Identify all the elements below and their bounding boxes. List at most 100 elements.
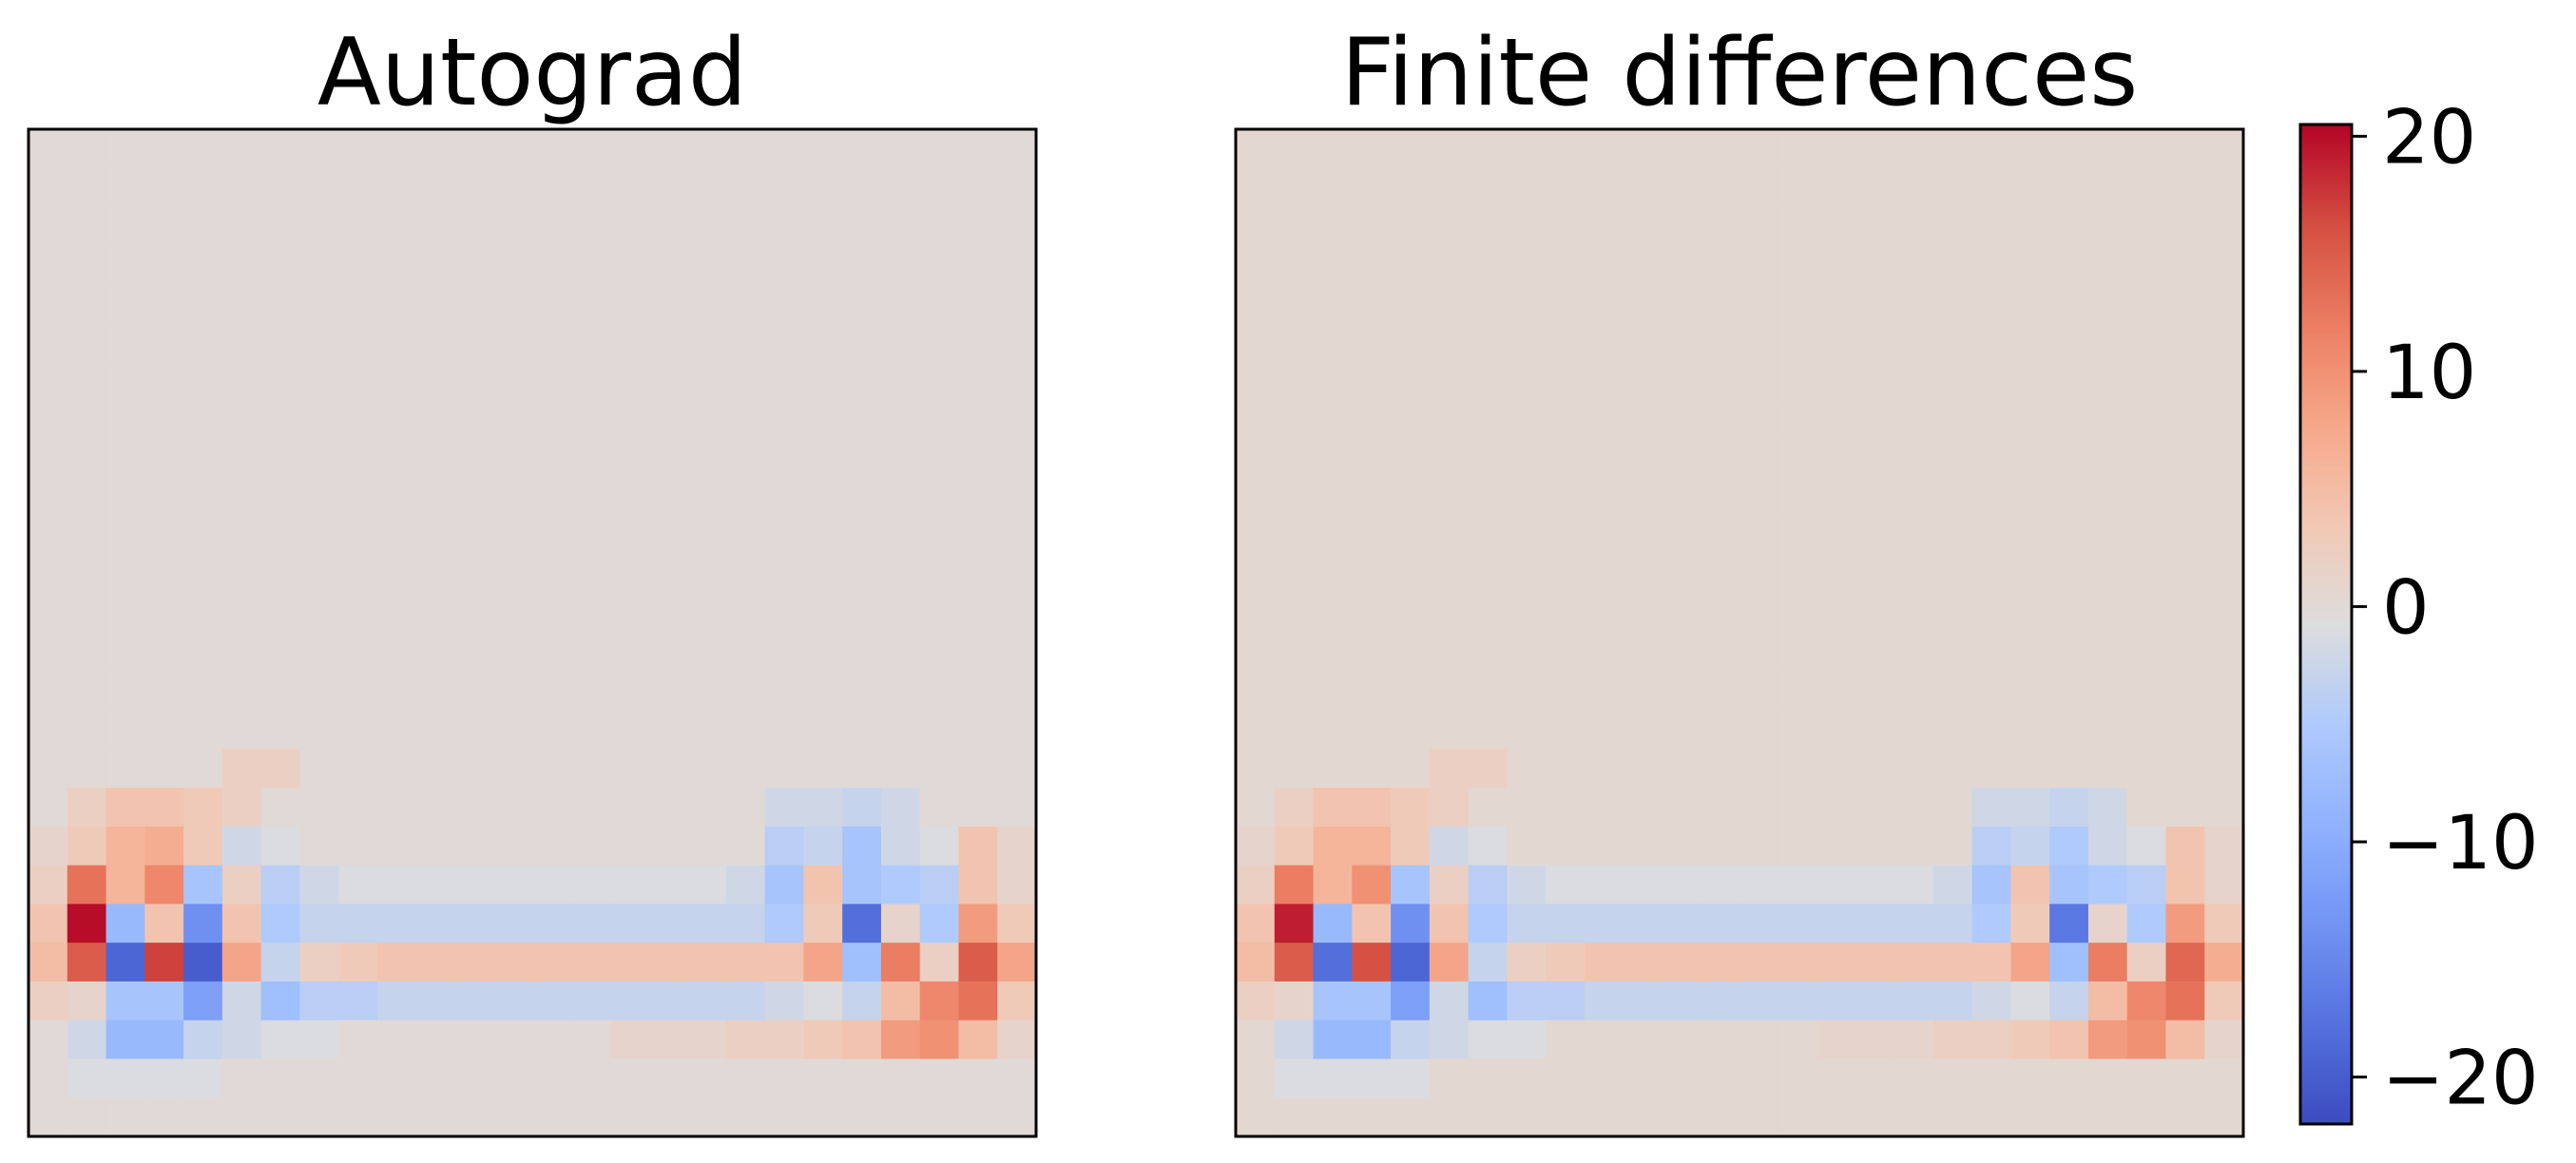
heatmap-cell	[1274, 206, 1315, 246]
heatmap-cell	[842, 826, 882, 867]
heatmap-cell	[1352, 943, 1392, 982]
heatmap-cell	[880, 633, 921, 673]
heatmap-cell	[725, 322, 766, 363]
heatmap-cell	[376, 633, 417, 673]
heatmap-cell	[532, 981, 572, 1021]
heatmap-cell	[2204, 826, 2244, 867]
heatmap-cell	[1584, 594, 1624, 634]
heatmap-cell	[299, 865, 339, 905]
heatmap-cell	[1778, 981, 1818, 1021]
heatmap-cell	[338, 826, 378, 867]
heatmap-cell	[454, 671, 494, 712]
heatmap-cell	[609, 981, 649, 1021]
heatmap-cell	[1623, 826, 1663, 867]
heatmap-cell	[1623, 671, 1663, 712]
heatmap-cell	[183, 749, 223, 789]
heatmap-cell	[1313, 1058, 1353, 1098]
heatmap-cell	[570, 981, 611, 1021]
heatmap-cell	[2087, 943, 2128, 982]
heatmap-cell	[299, 284, 339, 324]
heatmap-cell	[725, 516, 766, 557]
heatmap-cell	[454, 904, 494, 944]
heatmap-cell	[803, 1097, 843, 1137]
heatmap-cell	[260, 826, 300, 867]
heatmap-cell	[1391, 167, 1431, 208]
heatmap-cell	[2049, 555, 2089, 595]
heatmap-cell	[144, 1020, 184, 1060]
heatmap-cell	[1932, 826, 1973, 867]
heatmap-cell	[997, 633, 1037, 673]
heatmap-cell	[1701, 904, 1740, 944]
heatmap-cell	[67, 167, 107, 208]
heatmap-cell	[454, 865, 494, 905]
heatmap-cell	[493, 710, 533, 750]
heatmap-cell	[1623, 284, 1663, 324]
heatmap-cell	[1740, 1097, 1779, 1137]
heatmap-cell	[376, 555, 417, 595]
heatmap-cell	[1429, 633, 1470, 673]
heatmap-cell	[144, 671, 184, 712]
heatmap-cell	[1740, 361, 1779, 401]
heatmap-cell	[1701, 555, 1740, 595]
heatmap-cell	[1778, 865, 1818, 905]
heatmap-cell	[958, 633, 998, 673]
heatmap-cell	[2165, 1058, 2205, 1098]
heatmap-cell	[1623, 477, 1663, 518]
heatmap-cell	[880, 322, 921, 363]
heatmap-cell	[1932, 167, 1973, 208]
heatmap-cell	[1546, 788, 1586, 828]
heatmap-cell	[454, 555, 494, 595]
heatmap-cell	[144, 826, 184, 867]
heatmap-cell	[570, 439, 611, 479]
heatmap-cell	[67, 1058, 107, 1098]
heatmap-cell	[1971, 981, 2011, 1021]
heatmap-cell	[376, 749, 417, 789]
heatmap-cell	[1701, 400, 1740, 440]
heatmap-cell	[183, 710, 223, 750]
heatmap-cell	[1507, 943, 1547, 982]
heatmap-cell	[1313, 710, 1353, 750]
heatmap-cell	[415, 516, 456, 557]
heatmap-cell	[1507, 555, 1547, 595]
heatmap-cell	[67, 477, 107, 518]
heatmap-cell	[1313, 594, 1353, 634]
heatmap-cell	[106, 865, 145, 905]
heatmap-cell	[1778, 167, 1818, 208]
heatmap-cell	[1546, 555, 1586, 595]
heatmap-cell	[609, 206, 649, 246]
heatmap-cell	[1429, 284, 1470, 324]
heatmap-cell	[1429, 943, 1470, 982]
heatmap-cell	[2126, 129, 2167, 169]
heatmap-cell	[221, 943, 262, 982]
heatmap-cell	[1236, 594, 1276, 634]
heatmap-cell	[1623, 633, 1663, 673]
heatmap-cell	[1546, 245, 1586, 285]
heatmap-cell	[415, 361, 456, 401]
heatmap-cell	[648, 322, 688, 363]
heatmap-cell	[1313, 555, 1353, 595]
heatmap-cell	[803, 865, 843, 905]
heatmap-cell	[764, 788, 804, 828]
heatmap-cell	[803, 788, 843, 828]
heatmap-cell	[2087, 1097, 2128, 1137]
heatmap-cell	[221, 555, 262, 595]
heatmap-cell	[919, 516, 960, 557]
heatmap-cell	[687, 710, 727, 750]
heatmap-cell	[1855, 361, 1895, 401]
heatmap-cell	[1546, 516, 1586, 557]
heatmap-cell	[687, 904, 727, 944]
heatmap-cell	[842, 206, 882, 246]
heatmap-cell	[1391, 594, 1431, 634]
heatmap-cell	[803, 477, 843, 518]
heatmap-cell	[1971, 439, 2011, 479]
heatmap-cell	[1429, 981, 1470, 1021]
heatmap-cell	[609, 671, 649, 712]
heatmap-cell	[997, 943, 1037, 982]
heatmap-cell	[1701, 943, 1740, 982]
heatmap-cell	[2087, 284, 2128, 324]
heatmap-cell	[1932, 594, 1973, 634]
heatmap-cell	[2087, 671, 2128, 712]
heatmap-cell	[2087, 749, 2128, 789]
heatmap-cell	[1236, 206, 1276, 246]
heatmap-cell	[1623, 167, 1663, 208]
